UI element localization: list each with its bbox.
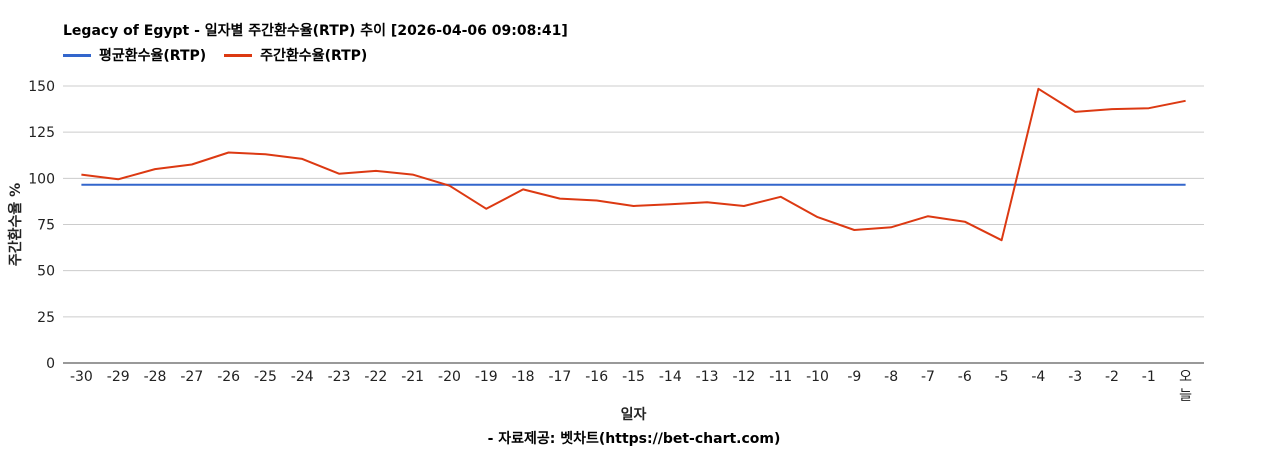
x-tick-label: -30: [70, 369, 93, 385]
x-tick-label: -25: [254, 369, 277, 385]
x-tick-label: -8: [884, 369, 898, 385]
x-tick-label: -5: [995, 369, 1009, 385]
x-tick-label: -21: [401, 369, 424, 385]
x-tick-label: -22: [364, 369, 387, 385]
x-tick-label: -20: [438, 369, 461, 385]
x-tick-label: -14: [659, 369, 682, 385]
x-tick-label: -9: [847, 369, 861, 385]
legend-item-weekly[interactable]: 주간환수율(RTP): [224, 45, 367, 65]
y-tick-label: 150: [28, 79, 55, 95]
x-tick-label: -28: [144, 369, 167, 385]
y-tick-label: 125: [28, 125, 55, 141]
y-tick-label: 100: [28, 171, 55, 187]
x-tick-label: -2: [1105, 369, 1119, 385]
x-tick-label: -27: [180, 369, 203, 385]
x-tick-label: -3: [1068, 369, 1082, 385]
legend-swatch-average: [63, 53, 91, 57]
legend: 평균환수율(RTP) 주간환수율(RTP): [63, 45, 367, 65]
y-tick-label: 75: [37, 218, 55, 234]
x-tick-label: -10: [806, 369, 829, 385]
x-tick-label: -6: [958, 369, 972, 385]
legend-label-weekly: 주간환수율(RTP): [260, 48, 368, 64]
y-tick-label: 50: [37, 264, 55, 280]
legend-item-average[interactable]: 평균환수율(RTP): [63, 45, 206, 65]
chart-title: Legacy of Egypt - 일자별 주간환수율(RTP) 추이 [202…: [63, 23, 568, 39]
x-tick-label: -19: [475, 369, 498, 385]
x-tick-label: -12: [732, 369, 755, 385]
x-tick-label: -7: [921, 369, 935, 385]
series-line-weekly: [81, 87, 1186, 242]
x-tick-label: -1: [1142, 369, 1156, 385]
source-credit: - 자료제공: 벳차트(https://bet-chart.com): [487, 431, 781, 447]
x-tick-label: -23: [328, 369, 351, 385]
y-axis-title: 주간환수율 %: [7, 183, 24, 266]
x-tick-label: -15: [622, 369, 645, 385]
x-tick-label: -17: [548, 369, 571, 385]
gridlines: [63, 85, 1204, 364]
x-tick-label: -26: [217, 369, 240, 385]
x-tick-label: -4: [1031, 369, 1045, 385]
x-tick-label: -24: [291, 369, 314, 385]
x-axis-ticks: -30 -29 -28 -27 -26 -25 -24 -23 -22 -21 -20 -19 -18-…: [70, 369, 1192, 404]
x-tick-label: -29: [107, 369, 130, 385]
legend-label-average: 평균환수율(RTP): [99, 48, 207, 64]
x-tick-label: -11: [769, 369, 792, 385]
y-axis-ticks: 0 25 50 75 100 125 150: [28, 79, 55, 372]
x-tick-label: -13: [696, 369, 719, 385]
series-lines: [81, 87, 1186, 242]
x-axis-title: 일자: [621, 407, 647, 423]
y-tick-label: 25: [37, 310, 55, 326]
legend-swatch-weekly: [224, 53, 253, 57]
y-tick-label: 0: [46, 356, 55, 372]
x-tick-label: -18: [512, 369, 535, 385]
x-tick-label: -16: [585, 369, 608, 385]
